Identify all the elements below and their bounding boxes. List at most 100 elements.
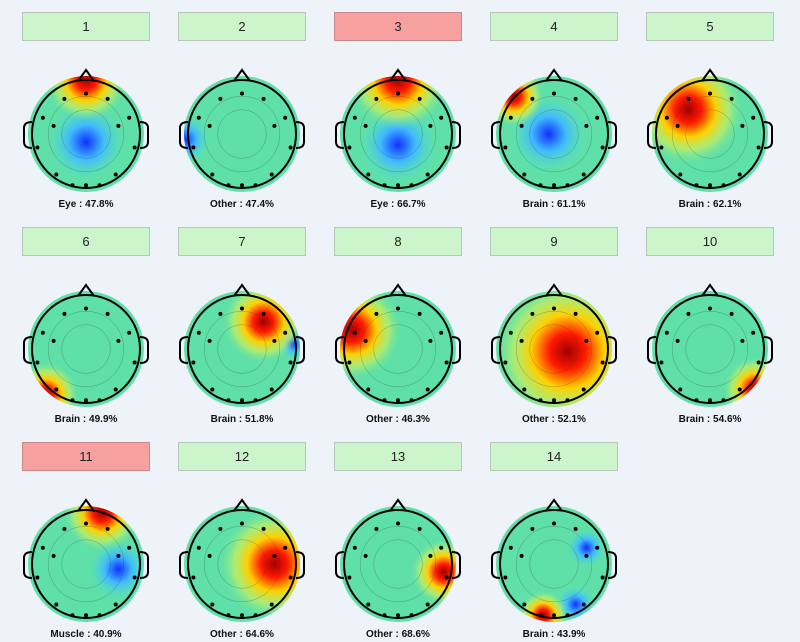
electrode xyxy=(269,172,274,177)
component-button[interactable]: 11 xyxy=(22,442,150,471)
electrode xyxy=(396,521,400,526)
map xyxy=(652,291,768,407)
contour xyxy=(529,109,579,159)
electrode xyxy=(116,338,121,343)
electrode xyxy=(374,96,379,101)
electrode xyxy=(552,521,556,526)
component-button[interactable]: 9 xyxy=(490,227,618,256)
component-button[interactable]: 2 xyxy=(178,12,306,41)
contour xyxy=(217,324,267,374)
electrode xyxy=(428,553,433,558)
electrode xyxy=(678,172,683,177)
ear-right xyxy=(139,551,149,579)
electrode xyxy=(62,311,67,316)
component-button[interactable]: 13 xyxy=(334,442,462,471)
electrode xyxy=(756,360,761,365)
electrode xyxy=(240,91,244,96)
electrode xyxy=(105,526,110,531)
electrode xyxy=(552,398,556,403)
contour xyxy=(671,310,749,388)
component-button[interactable]: 10 xyxy=(646,227,774,256)
electrode xyxy=(565,183,570,188)
electrode xyxy=(508,330,513,335)
electrode xyxy=(132,360,137,365)
electrode xyxy=(132,145,137,150)
electrode xyxy=(347,360,352,365)
ear-right xyxy=(139,121,149,149)
electrode xyxy=(240,306,244,311)
contour xyxy=(515,525,593,603)
contour xyxy=(217,539,267,589)
nose xyxy=(233,283,251,297)
electrode xyxy=(363,123,368,128)
electrode xyxy=(552,91,556,96)
electrode xyxy=(595,115,600,120)
electrode xyxy=(417,96,422,101)
component-caption: Brain : 49.9% xyxy=(54,414,118,425)
head-outline xyxy=(31,79,141,189)
component-button[interactable]: 5 xyxy=(646,12,774,41)
electrode xyxy=(240,521,244,526)
electrode xyxy=(366,387,371,392)
ear-left xyxy=(335,336,345,364)
topoplot xyxy=(491,283,617,407)
ear-right xyxy=(763,121,773,149)
component-button[interactable]: 8 xyxy=(334,227,462,256)
electrode xyxy=(584,553,589,558)
electrode xyxy=(382,613,387,618)
component-caption: Eye : 47.8% xyxy=(58,199,114,210)
head-outline xyxy=(499,509,609,619)
component-button[interactable]: 1 xyxy=(22,12,150,41)
electrode xyxy=(708,91,712,96)
nose xyxy=(389,498,407,512)
electrode xyxy=(240,613,244,618)
electrode xyxy=(439,545,444,550)
electrode xyxy=(70,183,75,188)
electrode xyxy=(600,145,605,150)
electrode xyxy=(196,545,201,550)
map-blob xyxy=(340,291,401,379)
head-outline xyxy=(31,294,141,404)
component-button[interactable]: 7 xyxy=(178,227,306,256)
component-button[interactable]: 6 xyxy=(22,227,150,256)
topoplot xyxy=(23,283,149,407)
electrode xyxy=(417,311,422,316)
electrode xyxy=(218,311,223,316)
head-outline xyxy=(31,509,141,619)
ear-left xyxy=(491,336,501,364)
ear-right xyxy=(607,121,617,149)
contour xyxy=(61,539,111,589)
contour xyxy=(373,109,423,159)
component-button[interactable]: 4 xyxy=(490,12,618,41)
electrode xyxy=(288,145,293,150)
electrode xyxy=(503,360,508,365)
electrode xyxy=(584,123,589,128)
component-button[interactable]: 12 xyxy=(178,442,306,471)
electrode xyxy=(538,183,543,188)
electrode xyxy=(600,575,605,580)
ear-right xyxy=(295,336,305,364)
electrode xyxy=(664,330,669,335)
ear-left xyxy=(179,121,189,149)
electrode xyxy=(756,145,761,150)
component-caption: Brain : 54.6% xyxy=(678,414,742,425)
electrode xyxy=(659,360,664,365)
electrode xyxy=(409,613,414,618)
electrode xyxy=(530,96,535,101)
electrode xyxy=(708,183,712,188)
electrode xyxy=(35,575,40,580)
electrode xyxy=(84,91,88,96)
electrode xyxy=(113,172,118,177)
component-button[interactable]: 3 xyxy=(334,12,462,41)
electrode xyxy=(600,360,605,365)
nose xyxy=(389,283,407,297)
map-blob xyxy=(518,591,568,622)
electrode xyxy=(54,172,59,177)
electrode xyxy=(573,96,578,101)
electrode xyxy=(54,387,59,392)
component-button[interactable]: 14 xyxy=(490,442,618,471)
contour xyxy=(685,324,735,374)
electrode xyxy=(396,613,400,618)
ear-right xyxy=(451,336,461,364)
nose xyxy=(233,68,251,82)
